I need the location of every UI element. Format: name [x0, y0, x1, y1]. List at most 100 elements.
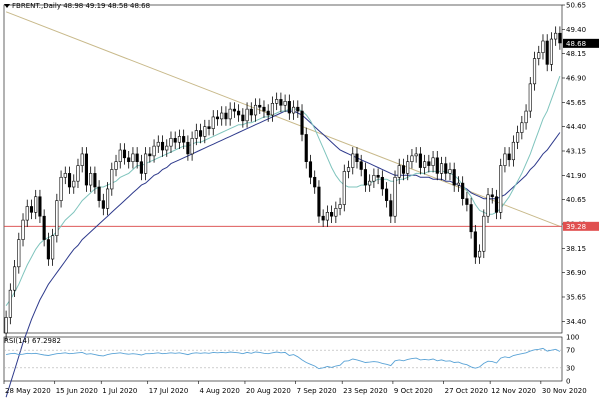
candle-body — [461, 182, 465, 199]
candle-body — [182, 136, 186, 143]
candle — [253, 98, 258, 122]
candle-body — [118, 149, 122, 163]
candle — [287, 94, 291, 120]
candle-body — [67, 173, 72, 188]
candle — [465, 191, 469, 212]
candle-body — [545, 40, 549, 65]
candle-body — [279, 99, 283, 106]
candle — [275, 92, 279, 111]
candle-body — [93, 173, 97, 188]
candle-body — [418, 153, 422, 168]
candle — [51, 228, 55, 266]
candle-body — [13, 266, 17, 291]
grid-layer — [3, 4, 563, 382]
candle-body — [541, 40, 545, 53]
candle — [452, 162, 456, 192]
candle — [524, 104, 528, 130]
candle-body — [245, 108, 249, 122]
candle — [165, 139, 169, 157]
candle-body — [46, 239, 50, 260]
candle-body — [220, 112, 224, 120]
candle — [186, 135, 190, 161]
candle — [503, 147, 507, 173]
candle-body — [165, 145, 169, 151]
candle-body — [8, 289, 12, 318]
candle — [410, 149, 414, 169]
candle — [279, 92, 283, 113]
candle-body — [308, 161, 313, 178]
candle — [199, 123, 203, 144]
candle-body — [110, 169, 114, 190]
candle-body — [414, 153, 418, 157]
candle — [427, 154, 431, 173]
candle-body — [232, 108, 236, 112]
candle-body — [435, 157, 439, 174]
candle — [313, 170, 317, 194]
candle — [80, 147, 84, 173]
support-price-tag-bg — [563, 221, 599, 231]
candle-body — [173, 138, 177, 143]
price-panel-frame — [3, 4, 563, 334]
ohlc-values: 48.98 49.19 48.58 48.68 — [63, 2, 151, 10]
chevron-down-icon[interactable] — [4, 4, 10, 8]
candle — [13, 260, 17, 297]
candle-body — [507, 153, 511, 161]
candle — [34, 189, 38, 220]
candle-body — [266, 110, 270, 116]
candle — [110, 162, 114, 196]
candle — [406, 154, 410, 181]
candle — [532, 51, 537, 91]
candle-body — [363, 169, 367, 186]
candle — [300, 104, 304, 142]
candle — [194, 123, 198, 146]
candle — [46, 232, 50, 266]
candle — [270, 96, 274, 122]
candle-body — [351, 153, 355, 168]
candle-body — [291, 106, 296, 114]
candle-body — [444, 163, 448, 174]
candle-body — [114, 161, 118, 170]
price-tick-label: 36.90 — [566, 269, 586, 277]
candle — [431, 150, 435, 173]
candle — [401, 158, 406, 181]
candle-body — [224, 112, 228, 120]
candle — [351, 147, 355, 175]
candle — [29, 199, 34, 220]
candle — [266, 104, 270, 122]
candle-body — [330, 212, 334, 217]
date-tick-label: 4 Aug 2020 — [199, 387, 239, 395]
date-tick-label: 23 Sep 2020 — [343, 387, 387, 395]
date-tick-label: 7 Sep 2020 — [297, 387, 337, 395]
candle — [317, 180, 321, 224]
candle — [21, 213, 25, 247]
candle-body — [34, 196, 38, 213]
candle — [101, 193, 105, 216]
price-tick-label: 45.65 — [566, 99, 586, 107]
rsi-tick-label: 0 — [566, 378, 570, 386]
candle-body — [520, 122, 524, 133]
candle-body — [516, 132, 520, 143]
candle-body — [156, 141, 160, 147]
candle-body — [494, 196, 499, 213]
candle-body — [490, 194, 494, 198]
candle-body — [152, 145, 156, 157]
candle — [368, 174, 372, 192]
date-tick-label: 20 Aug 2020 — [246, 387, 291, 395]
candle-body — [558, 32, 562, 44]
candle — [355, 147, 359, 169]
candle — [461, 176, 465, 206]
candle — [190, 131, 194, 161]
candle-body — [355, 153, 359, 163]
candle-body — [89, 173, 93, 186]
candle-body — [372, 175, 376, 182]
candle — [554, 26, 558, 46]
candle-body — [148, 153, 152, 157]
candle-body — [401, 165, 406, 174]
price-tag-layer: 48.68 39.28 — [563, 38, 599, 231]
candle-body — [368, 180, 372, 186]
candle-body — [528, 83, 532, 112]
candle — [549, 32, 553, 72]
price-tick-label: 38.15 — [566, 245, 586, 253]
